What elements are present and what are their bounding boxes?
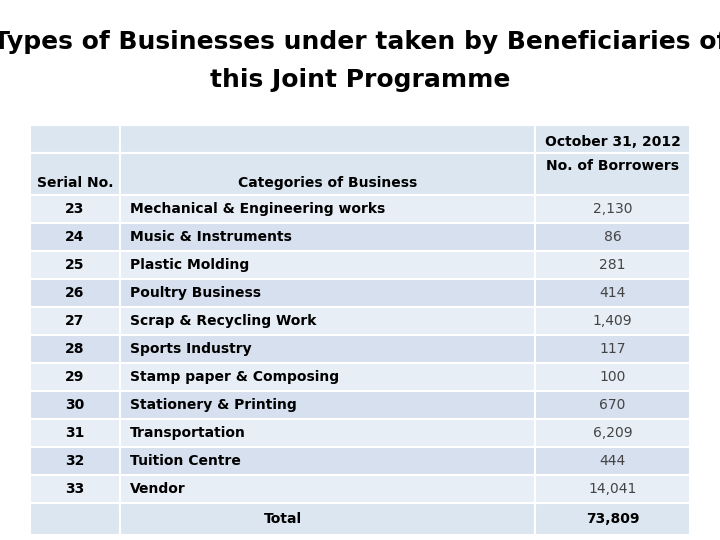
Text: October 31, 2012: October 31, 2012: [544, 135, 680, 149]
Text: 28: 28: [66, 342, 85, 356]
Bar: [30, 335, 120, 363]
Text: Serial No.: Serial No.: [37, 176, 113, 190]
Bar: [535, 153, 690, 195]
Text: 33: 33: [66, 482, 85, 496]
Text: 31: 31: [66, 426, 85, 440]
Text: 29: 29: [66, 370, 85, 384]
Bar: [535, 363, 690, 391]
Bar: [535, 223, 690, 251]
Bar: [30, 307, 120, 335]
Text: 6,209: 6,209: [593, 426, 632, 440]
Text: Categories of Business: Categories of Business: [238, 176, 417, 190]
Bar: [120, 153, 535, 195]
Text: 32: 32: [66, 454, 85, 468]
Bar: [30, 363, 120, 391]
Bar: [120, 335, 535, 363]
Bar: [120, 363, 535, 391]
Bar: [30, 475, 120, 503]
Text: Stamp paper & Composing: Stamp paper & Composing: [130, 370, 339, 384]
Bar: [30, 279, 120, 307]
Bar: [535, 251, 690, 279]
Bar: [535, 391, 690, 419]
Text: 100: 100: [599, 370, 626, 384]
Bar: [535, 419, 690, 447]
Text: 25: 25: [66, 258, 85, 272]
Bar: [120, 419, 535, 447]
Bar: [120, 307, 535, 335]
Text: Transportation: Transportation: [130, 426, 246, 440]
Bar: [120, 223, 535, 251]
Text: 26: 26: [66, 286, 85, 300]
Text: this Joint Programme: this Joint Programme: [210, 68, 510, 92]
Text: 24: 24: [66, 230, 85, 244]
Text: 414: 414: [599, 286, 626, 300]
Bar: [535, 335, 690, 363]
Text: Scrap & Recycling Work: Scrap & Recycling Work: [130, 314, 316, 328]
Bar: [120, 279, 535, 307]
Text: 23: 23: [66, 202, 85, 216]
Bar: [120, 195, 535, 223]
Text: No. of Borrowers: No. of Borrowers: [546, 159, 679, 173]
Bar: [535, 195, 690, 223]
Bar: [30, 195, 120, 223]
Text: Tuition Centre: Tuition Centre: [130, 454, 241, 468]
Text: 86: 86: [603, 230, 621, 244]
Text: 1,409: 1,409: [593, 314, 632, 328]
Bar: [30, 391, 120, 419]
Bar: [120, 475, 535, 503]
Bar: [30, 503, 120, 535]
Text: 117: 117: [599, 342, 626, 356]
Bar: [535, 447, 690, 475]
Text: 281: 281: [599, 258, 626, 272]
Text: 27: 27: [66, 314, 85, 328]
Text: Stationery & Printing: Stationery & Printing: [130, 398, 297, 412]
Bar: [30, 153, 120, 195]
Text: Total: Total: [264, 512, 302, 526]
Bar: [30, 419, 120, 447]
Text: 2,130: 2,130: [593, 202, 632, 216]
Text: Vendor: Vendor: [130, 482, 186, 496]
Bar: [120, 447, 535, 475]
Text: Sports Industry: Sports Industry: [130, 342, 251, 356]
Bar: [535, 475, 690, 503]
Bar: [120, 391, 535, 419]
Bar: [120, 251, 535, 279]
Text: Mechanical & Engineering works: Mechanical & Engineering works: [130, 202, 385, 216]
Text: 73,809: 73,809: [586, 512, 639, 526]
Text: 444: 444: [599, 454, 626, 468]
Text: Poultry Business: Poultry Business: [130, 286, 261, 300]
Bar: [120, 503, 535, 535]
Bar: [535, 307, 690, 335]
Bar: [120, 125, 535, 153]
Text: Types of Businesses under taken by Beneficiaries of: Types of Businesses under taken by Benef…: [0, 30, 720, 54]
Bar: [30, 125, 120, 153]
Bar: [535, 503, 690, 535]
Text: Plastic Molding: Plastic Molding: [130, 258, 249, 272]
Bar: [30, 447, 120, 475]
Text: 670: 670: [599, 398, 626, 412]
Text: 14,041: 14,041: [588, 482, 636, 496]
Text: Music & Instruments: Music & Instruments: [130, 230, 292, 244]
Bar: [535, 279, 690, 307]
Bar: [535, 125, 690, 153]
Bar: [30, 251, 120, 279]
Text: 30: 30: [66, 398, 85, 412]
Bar: [30, 223, 120, 251]
